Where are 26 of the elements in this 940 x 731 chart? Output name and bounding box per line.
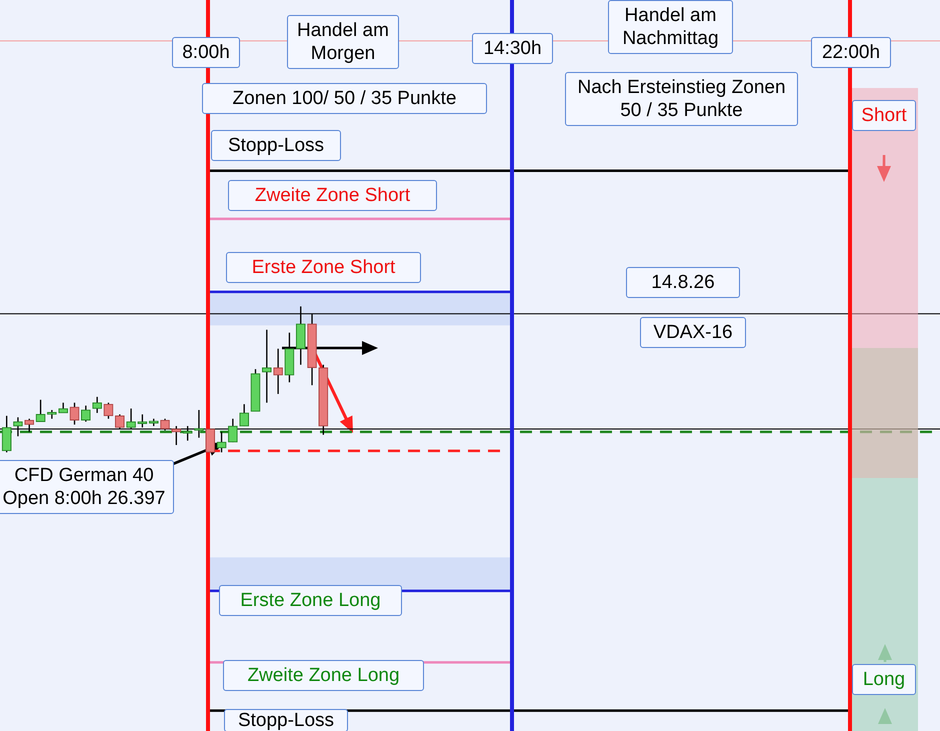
ref-line-label: Erste Zone Short — [226, 252, 421, 283]
text: Short — [852, 100, 916, 131]
candlestick — [104, 402, 114, 420]
text: 22:00h — [811, 37, 891, 68]
text: 14:30h — [472, 33, 553, 64]
text: 8:00h — [172, 37, 240, 68]
ref-line-label: Stopp-Loss — [211, 130, 341, 161]
text: CFD German 40 Open 8:00h 26.397 — [0, 460, 174, 514]
candlestick — [58, 402, 68, 414]
ref-line-label: Zweite Zone Long — [223, 660, 424, 691]
ref-line-label: Stopp-Loss — [224, 709, 348, 731]
candlestick — [70, 402, 80, 426]
candlestick — [239, 404, 250, 427]
candlestick — [273, 348, 283, 395]
ref-line-label: Zweite Zone Short — [228, 180, 437, 211]
text: VDAX-16 — [640, 317, 746, 348]
text: Nach Ersteinstieg Zonen 50 / 35 Punkte — [565, 72, 798, 126]
candlestick — [262, 329, 272, 404]
ref-line-label: Erste Zone Long — [219, 585, 402, 616]
text: Zonen 100/ 50 / 35 Punkte — [202, 83, 487, 114]
text: Handel am Morgen — [287, 15, 399, 69]
candlestick — [92, 396, 102, 414]
text: 14.8.26 — [626, 267, 740, 298]
candlestick — [36, 399, 46, 422]
text: Handel am Nachmittag — [608, 0, 733, 54]
text: Long — [852, 664, 916, 695]
